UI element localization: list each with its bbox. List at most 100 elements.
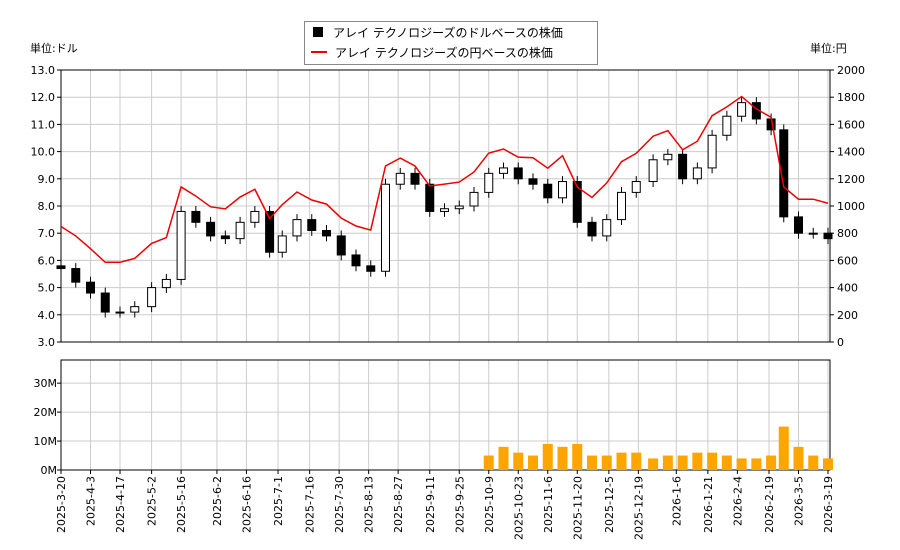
candle-body — [779, 129, 789, 218]
candle-body — [250, 210, 260, 223]
x-tick-label: 2026-2-19 — [763, 476, 776, 533]
x-tick-label: 2025-4-17 — [114, 476, 127, 533]
x-tick-label: 2025-5-2 — [146, 476, 159, 526]
candle-body — [115, 311, 125, 314]
candle-body — [722, 115, 732, 136]
candle-body — [454, 205, 464, 210]
right-unit-label: 単位:円 — [810, 42, 847, 55]
right-tick-label: 1000 — [837, 200, 865, 213]
volume-bar — [662, 455, 673, 470]
right-tick-label: 600 — [837, 254, 858, 267]
price-plot-frame — [60, 69, 831, 343]
volume-bar — [631, 452, 642, 470]
right-tick-label: 2000 — [837, 64, 865, 77]
left-tick-label: 7.0 — [38, 227, 56, 240]
x-tick-label: 2025-6-16 — [240, 476, 253, 533]
volume-bar — [572, 443, 583, 470]
left-tick-label: 4.0 — [38, 309, 56, 322]
candle-body — [265, 210, 275, 253]
candle-body — [206, 221, 216, 237]
candle-body — [86, 281, 95, 294]
candle-body — [692, 167, 702, 180]
candle-body — [440, 208, 449, 212]
left-tick-label: 8.0 — [38, 200, 56, 213]
volume-bar — [528, 455, 538, 470]
candle-body — [572, 181, 582, 223]
candle-body — [292, 219, 302, 237]
candle-body — [823, 232, 833, 240]
x-tick-label: 2025-8-27 — [392, 476, 405, 533]
volume-bar — [513, 452, 524, 470]
candle-body — [366, 265, 376, 272]
x-tick-label: 2025-11-20 — [571, 476, 584, 540]
x-tick-label: 2025-9-25 — [453, 476, 466, 533]
candle-body — [663, 153, 673, 161]
x-tick-label: 2025-4-3 — [85, 476, 98, 526]
legend-usd: アレイ テクノロジーズのドルベースの株価 — [333, 25, 563, 40]
left-tick-label: 13.0 — [31, 64, 56, 77]
candle-body — [130, 306, 140, 313]
candle-body — [558, 181, 567, 199]
volume-bar — [557, 446, 568, 470]
volume-tick-label: 20M — [34, 406, 58, 419]
volume-bar — [751, 458, 762, 470]
volume-bar — [766, 455, 777, 470]
volume-bar — [542, 443, 553, 470]
x-tick-label: 2026-3-19 — [822, 476, 835, 533]
volume-bar — [616, 452, 627, 470]
candle-body — [648, 159, 658, 183]
volume-bar — [736, 458, 747, 470]
volume-plot-frame — [60, 359, 831, 471]
x-tick-label: 2025-7-1 — [272, 476, 285, 526]
x-tick-label: 2025-3-20 — [55, 476, 68, 533]
candle-body — [513, 167, 523, 180]
candle-body — [235, 221, 245, 240]
candle-body — [484, 172, 494, 193]
candle-body — [587, 221, 597, 237]
candle-body — [307, 219, 317, 231]
x-tick-label: 2025-7-16 — [304, 476, 317, 533]
right-tick-label: 1600 — [837, 118, 865, 131]
x-tick-label: 2026-1-21 — [702, 476, 715, 533]
candle-body — [499, 167, 508, 174]
right-tick-label: 1400 — [837, 146, 865, 159]
candle-body — [56, 265, 66, 270]
volume-tick-label: 10M — [34, 435, 58, 448]
volume-bar — [823, 458, 833, 470]
volume-bar — [483, 455, 494, 470]
volume-bar — [677, 455, 688, 470]
x-tick-label: 2026-1-6 — [670, 476, 683, 526]
x-tick-label: 2026-2-4 — [731, 476, 744, 526]
x-tick-label: 2025-6-2 — [211, 476, 224, 526]
candle-body — [602, 219, 612, 237]
candle-body — [277, 235, 287, 253]
volume-bar — [587, 455, 597, 470]
legend-swatch-jpy — [311, 51, 327, 53]
candle-body — [395, 172, 405, 185]
right-tick-label: 200 — [837, 309, 858, 322]
right-tick-label: 1200 — [837, 173, 865, 186]
candle-body — [617, 191, 626, 221]
jpy-price-line — [60, 95, 829, 264]
candle-body — [336, 235, 346, 256]
legend-jpy: アレイ テクノロジーズの円ベースの株価 — [335, 45, 553, 60]
left-tick-label: 9.0 — [38, 173, 56, 186]
x-tick-label: 2025-5-16 — [175, 476, 188, 533]
right-tick-label: 800 — [837, 227, 858, 240]
x-tick-label: 2026-3-5 — [793, 476, 806, 526]
candle-body — [191, 210, 201, 223]
volume-tick-label: 0M — [41, 464, 58, 477]
x-tick-label: 2025-10-9 — [483, 476, 496, 533]
right-tick-label: 1800 — [837, 91, 865, 104]
left-unit-label: 単位:ドル — [30, 42, 78, 55]
candle-body — [808, 232, 818, 235]
candle-body — [678, 153, 688, 180]
left-tick-label: 6.0 — [38, 254, 56, 267]
candle-body — [425, 183, 435, 212]
left-tick-label: 11.0 — [31, 118, 56, 131]
left-tick-label: 10.0 — [31, 146, 56, 159]
volume-bar — [692, 452, 703, 470]
candle-body — [631, 181, 641, 193]
volume-bar — [793, 446, 804, 470]
